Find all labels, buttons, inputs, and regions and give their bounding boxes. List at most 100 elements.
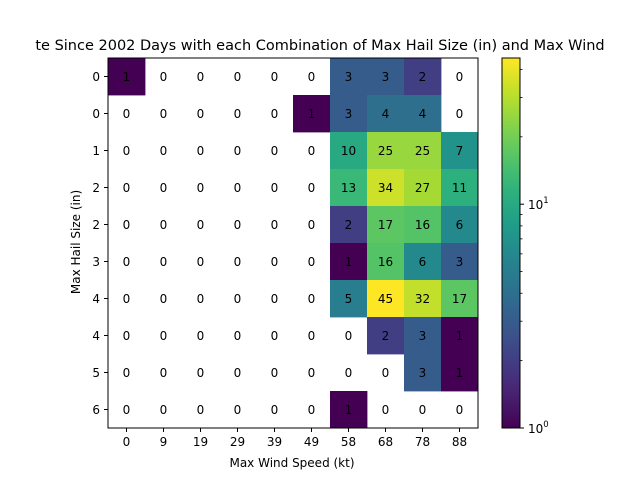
cell-value-label: 0 [123,144,131,158]
cell-value-label: 0 [197,292,205,306]
cell-value-label: 0 [271,366,279,380]
heatmap-cell [330,391,368,429]
cell-value-label: 3 [419,366,427,380]
cell-value-label: 0 [345,329,353,343]
heatmap-cell [441,206,479,244]
x-axis-label: Max Wind Speed (kt) [229,456,354,470]
cell-value-label: 7 [456,144,464,158]
cell-value-label: 1 [123,70,131,84]
chart-title: te Since 2002 Days with each Combination… [35,38,604,54]
cell-value-label: 1 [456,329,464,343]
cell-value-label: 17 [452,292,467,306]
y-tick-label: 4 [92,329,100,343]
cell-value-label: 0 [234,144,242,158]
heatmap-cell [108,58,146,96]
heatmap-cell [441,354,479,392]
heatmap-cell [293,95,331,133]
cell-value-label: 0 [123,329,131,343]
heatmap-cell [404,95,442,133]
cell-value-label: 0 [160,255,168,269]
cell-value-label: 4 [419,107,427,121]
cell-value-label: 3 [382,70,390,84]
heatmap-cell [330,280,368,318]
cell-value-label: 1 [345,255,353,269]
x-tick-label: 58 [341,435,356,449]
x-tick-label: 88 [452,435,467,449]
cell-value-label: 0 [456,107,464,121]
heatmap-cell [330,58,368,96]
cell-value-label: 0 [197,70,205,84]
cell-value-label: 0 [234,107,242,121]
cell-value-label: 0 [123,255,131,269]
cell-value-label: 2 [382,329,390,343]
x-tick-label: 0 [123,435,131,449]
cell-value-label: 0 [123,403,131,417]
heatmap-cell [441,169,479,207]
heatmap-cell [367,169,405,207]
heatmap-cell [404,243,442,281]
cell-value-label: 0 [197,107,205,121]
cell-value-label: 0 [197,255,205,269]
x-tick-label: 49 [304,435,319,449]
heatmap-cell [367,317,405,355]
cell-value-label: 25 [415,144,430,158]
cell-value-label: 13 [341,181,356,195]
cell-value-label: 16 [415,218,430,232]
cell-value-label: 3 [345,107,353,121]
heatmap-cell [404,354,442,392]
cell-value-label: 0 [419,403,427,417]
cell-value-label: 0 [271,218,279,232]
heatmap-cell [441,280,479,318]
cell-value-label: 1 [308,107,316,121]
x-tick-label: 78 [415,435,430,449]
cell-value-label: 0 [160,144,168,158]
cell-value-label: 0 [197,181,205,195]
cell-value-label: 5 [345,292,353,306]
heatmap-cell [330,169,368,207]
cell-value-label: 0 [234,181,242,195]
cell-value-label: 0 [345,366,353,380]
plot-area: 1 0 0 0 0 0 3 3 2 00 0 0 0 0 1 3 4 4 00 0 0 0 0 0 10 25 25 70 0 0 0 0 0 1… [92,57,479,449]
heatmap-cell [367,280,405,318]
x-tick-label: 19 [193,435,208,449]
heatmap-cell [367,132,405,170]
cell-value-label: 16 [378,255,393,269]
cell-value-label: 0 [197,144,205,158]
cell-value-label: 1 [345,403,353,417]
x-tick-label: 39 [267,435,282,449]
cell-value-label: 0 [456,70,464,84]
heatmap-cell [404,317,442,355]
cell-value-label: 0 [197,218,205,232]
cell-value-label: 0 [160,292,168,306]
cell-value-label: 0 [234,366,242,380]
y-tick-label: 0 [92,107,100,121]
cell-value-label: 0 [382,366,390,380]
cell-value-label: 0 [234,218,242,232]
cell-value-label: 0 [123,107,131,121]
cell-value-label: 0 [160,403,168,417]
heatmap-cell [404,280,442,318]
x-tick-label: 29 [230,435,245,449]
cell-value-label: 0 [234,329,242,343]
cell-value-label: 0 [308,329,316,343]
cell-value-label: 11 [452,181,467,195]
cell-value-label: 0 [234,403,242,417]
cell-value-label: 0 [308,181,316,195]
cell-value-label: 0 [271,292,279,306]
y-tick-label: 3 [92,255,100,269]
cell-value-label: 0 [382,403,390,417]
cell-value-label: 0 [197,403,205,417]
y-tick-label: 2 [92,181,100,195]
heatmap-cell [441,317,479,355]
y-tick-label: 5 [92,366,100,380]
cell-value-label: 0 [456,403,464,417]
cell-value-label: 0 [160,70,168,84]
cell-value-label: 3 [345,70,353,84]
heatmap-cell [441,132,479,170]
cell-value-label: 0 [308,70,316,84]
cell-value-label: 0 [197,329,205,343]
cell-value-label: 0 [160,181,168,195]
heatmap-cell [441,243,479,281]
cell-value-label: 0 [123,181,131,195]
y-tick-label: 6 [92,403,100,417]
